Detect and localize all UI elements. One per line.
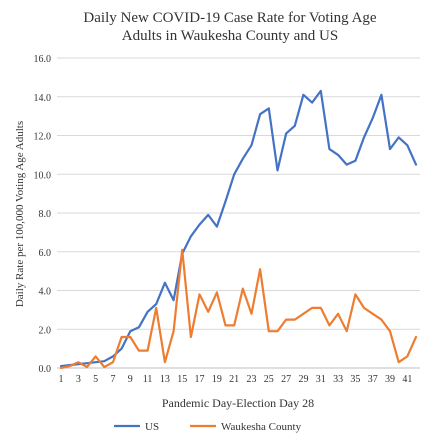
legend-label-waukesha-county: Waukesha County bbox=[221, 421, 302, 433]
y-tick-label: 12.0 bbox=[34, 132, 52, 143]
x-tick-label: 33 bbox=[333, 374, 343, 385]
series-line-waukesha-county bbox=[59, 248, 418, 370]
gridlines bbox=[57, 57, 420, 330]
x-tick-label: 17 bbox=[195, 374, 205, 385]
chart-title-line-2: Adults in Waukesha County and US bbox=[122, 28, 338, 44]
x-tick-label: 37 bbox=[368, 374, 378, 385]
x-tick-label: 3 bbox=[76, 374, 81, 385]
y-tick-label: 8.0 bbox=[39, 209, 52, 220]
y-tick-label: 0.0 bbox=[39, 364, 52, 375]
chart-title-line-1: Daily New COVID-19 Case Rate for Voting … bbox=[83, 10, 376, 26]
x-tick-label: 21 bbox=[229, 374, 239, 385]
series-lines bbox=[59, 89, 418, 370]
x-tick-label: 31 bbox=[316, 374, 326, 385]
x-tick-label: 41 bbox=[402, 374, 412, 385]
x-tick-label: 11 bbox=[143, 374, 153, 385]
x-tick-label: 5 bbox=[93, 374, 98, 385]
x-tick-label: 35 bbox=[350, 374, 360, 385]
y-tick-label: 10.0 bbox=[34, 170, 52, 181]
x-tick-label: 23 bbox=[246, 374, 256, 385]
series-line-us bbox=[59, 89, 418, 368]
x-tick-label: 15 bbox=[177, 374, 187, 385]
x-tick-label: 13 bbox=[160, 374, 170, 385]
x-tick-label: 19 bbox=[212, 374, 222, 385]
y-tick-label: 2.0 bbox=[39, 325, 52, 336]
legend: US Waukesha County bbox=[114, 421, 302, 433]
y-tick-label: 14.0 bbox=[34, 93, 52, 104]
legend-label-us: US bbox=[145, 421, 159, 433]
x-tick-labels: 1 3 5 7 9 11 13 15 17 19 21 23 25 27 29 31 33 35 37 39 41 bbox=[59, 374, 413, 385]
x-tick-label: 39 bbox=[385, 374, 395, 385]
x-tick-label: 29 bbox=[298, 374, 308, 385]
y-tick-label: 16.0 bbox=[34, 54, 52, 65]
x-tick-label: 7 bbox=[110, 374, 115, 385]
x-tick-label: 25 bbox=[264, 374, 274, 385]
y-axis-label: Daily Rate per 100,000 Voting Age Adults bbox=[14, 121, 26, 307]
y-tick-label: 4.0 bbox=[39, 287, 52, 298]
x-tick-label: 1 bbox=[59, 374, 64, 385]
x-tick-label: 9 bbox=[128, 374, 133, 385]
y-tick-label: 6.0 bbox=[39, 248, 52, 259]
x-tick-label: 27 bbox=[281, 374, 291, 385]
x-axis-label: Pandemic Day-Election Day 28 bbox=[162, 396, 314, 410]
y-tick-labels: 0.0 2.0 4.0 6.0 8.0 10.0 12.0 14.0 16.0 bbox=[34, 54, 52, 375]
